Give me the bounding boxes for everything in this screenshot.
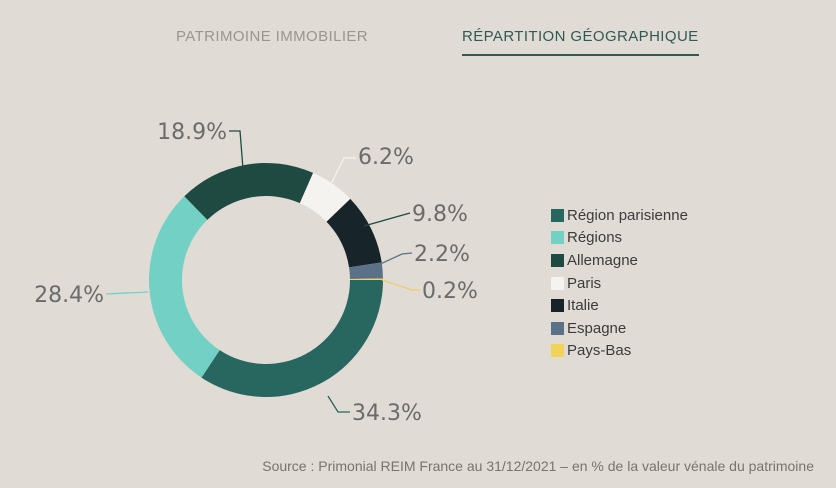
legend-item: Pays-Bas [551,340,688,363]
donut-segment-4 [299,172,351,222]
legend-swatch [551,276,564,290]
legend-item: Régions [551,227,688,250]
donut-segment-1 [201,280,383,398]
legend-label: Pays-Bas [567,342,632,360]
legend-label: Régions [567,229,623,247]
leader-line-2 [105,291,149,295]
leader-line-1 [327,395,350,413]
donut-segment-2 [149,196,220,378]
leader-line-5 [363,212,411,227]
legend-label: Région parisienne [567,206,688,224]
data-label-6: 2.2% [414,242,470,267]
data-label-4: 6.2% [358,145,414,170]
chart-legend: Région parisienne Régions Allemagne Paris It… [551,204,688,362]
data-label-1: 34.3% [352,401,422,426]
legend-swatch [551,208,564,222]
tab-repartition-geographique[interactable]: RÉPARTITION GÉOGRAPHIQUE [462,28,699,56]
legend-label: Allemagne [567,251,638,269]
legend-item: Région parisienne [551,204,688,227]
legend-swatch [551,253,564,267]
data-label-3: 18.9% [157,120,227,145]
legend-item: Allemagne [551,249,688,272]
leader-line-3 [229,130,244,170]
legend-swatch [551,231,564,245]
data-label-2: 28.4% [34,283,104,308]
leader-line-4 [329,157,356,187]
tab-patrimoine-immobilier[interactable]: PATRIMOINE IMMOBILIER [176,28,369,45]
donut-segment-3 [184,162,314,220]
leader-line-6 [375,252,413,267]
source-note: Source : Primonial REIM France au 31/12/… [262,458,814,474]
legend-item: Paris [551,272,688,295]
donut-segment-5 [326,198,382,268]
legend-item: Espagne [551,317,688,340]
legend-label: Paris [567,274,602,292]
tab-bar: PATRIMOINE IMMOBILIER RÉPARTITION GÉOGRA… [0,28,836,60]
donut-segment-7 [349,278,383,280]
data-label-7: 0.2% [422,279,478,304]
data-label-5: 9.8% [412,202,468,227]
donut-segment-6 [349,262,383,279]
legend-swatch [551,299,564,313]
legend-item: Italie [551,294,688,317]
leader-line-7 [381,279,420,291]
legend-label: Italie [567,297,599,315]
legend-label: Espagne [567,319,627,337]
legend-swatch [551,321,564,335]
legend-swatch [551,344,564,358]
